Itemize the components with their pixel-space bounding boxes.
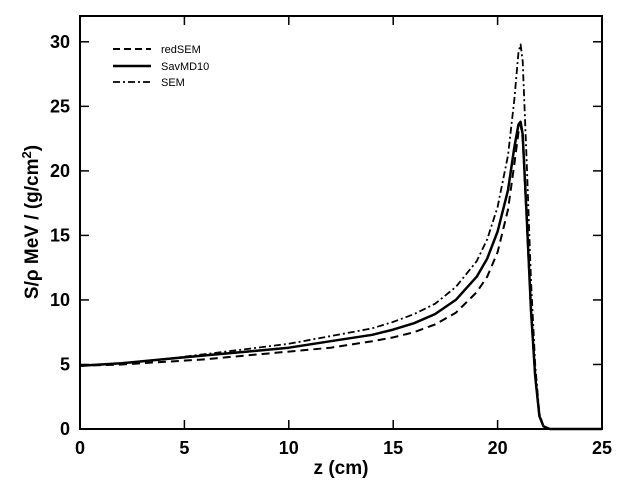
legend-label-SEM: SEM bbox=[161, 77, 185, 89]
y-tick-label: 0 bbox=[60, 419, 70, 439]
series-layer bbox=[79, 43, 602, 431]
legend: redSEM SavMD10 SEM bbox=[113, 44, 209, 89]
legend-label-SavMD10: SavMD10 bbox=[161, 61, 209, 73]
x-tick-label: 0 bbox=[75, 438, 85, 458]
x-tick-label: 25 bbox=[592, 438, 612, 458]
y-axis-title-main: S/ρ MeV / (g/cm bbox=[22, 159, 43, 300]
y-tick-label: 20 bbox=[50, 161, 70, 181]
x-tick-label: 5 bbox=[179, 438, 189, 458]
legend-label-redSEM: redSEM bbox=[161, 44, 201, 56]
x-tick-label: 15 bbox=[383, 438, 403, 458]
y-tick-label: 25 bbox=[50, 96, 70, 116]
y-axis-title-close: ) bbox=[22, 145, 43, 151]
series-line-SEM bbox=[79, 43, 602, 430]
plot-frame bbox=[79, 15, 603, 430]
y-axis-ticks: 0 5 10 15 20 25 30 bbox=[50, 32, 602, 439]
y-tick-label: 5 bbox=[60, 354, 70, 374]
y-axis-title-sup: 2 bbox=[19, 151, 34, 158]
series-line-SavMD10 bbox=[79, 120, 602, 431]
x-axis-ticks: 0 5 10 15 20 25 bbox=[75, 16, 612, 458]
x-tick-label: 20 bbox=[488, 438, 508, 458]
y-tick-label: 30 bbox=[50, 32, 70, 52]
y-tick-label: 10 bbox=[50, 290, 70, 310]
x-tick-label: 10 bbox=[279, 438, 299, 458]
y-axis-title: S/ρ MeV / (g/cm2) bbox=[19, 145, 43, 299]
y-tick-label: 15 bbox=[50, 225, 70, 245]
x-axis-title: z (cm) bbox=[314, 458, 369, 479]
